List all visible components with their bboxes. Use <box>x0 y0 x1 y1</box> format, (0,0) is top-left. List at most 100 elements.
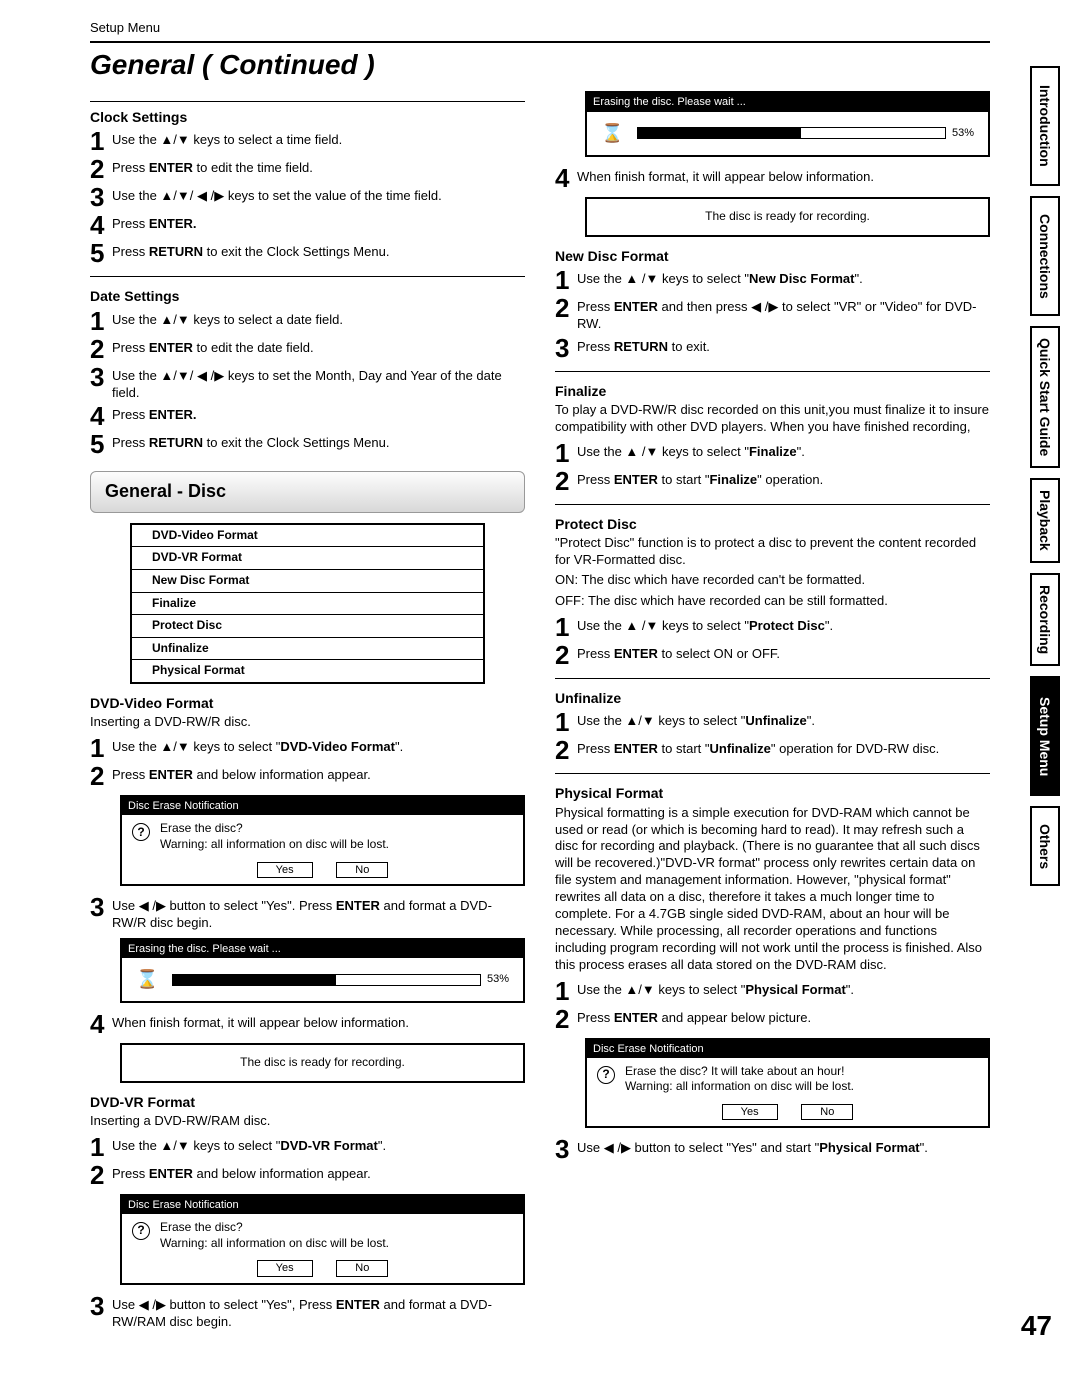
step-text: When finish format, it will appear below… <box>577 165 874 186</box>
step-text: Use the ▲/▼ keys to select a time field. <box>112 128 342 149</box>
protect-on: ON: The disc which have recorded can't b… <box>555 572 990 589</box>
step-number: 2 <box>90 1162 112 1188</box>
step-text: Press ENTER to start "Unfinalize" operat… <box>577 737 939 758</box>
step-text: Press RETURN to exit. <box>577 335 710 356</box>
step-number: 2 <box>90 763 112 789</box>
dialog-title: Erasing the disc. Please wait ... <box>122 940 523 958</box>
header-breadcrumb: Setup Menu <box>90 20 990 37</box>
step-text: Press ENTER and below information appear… <box>112 763 371 784</box>
step-text: Press RETURN to exit the Clock Settings … <box>112 431 389 452</box>
step-number: 4 <box>90 403 112 429</box>
menu-item[interactable]: Protect Disc <box>132 615 483 638</box>
step-text: Use the ▲/▼/ ◀ /▶ keys to set the value … <box>112 184 442 205</box>
step-text: Use ◀ /▶ button to select "Yes". Press E… <box>112 894 525 932</box>
step-number: 3 <box>90 1293 112 1319</box>
step-text: Use the ▲ /▼ keys to select "Finalize". <box>577 440 805 461</box>
physical-title: Physical Format <box>555 784 990 802</box>
side-tab-introduction[interactable]: Introduction <box>1030 66 1060 186</box>
protect-off: OFF: The disc which have recorded can be… <box>555 593 990 610</box>
date-settings-title: Date Settings <box>90 287 525 305</box>
dvdvr-title: DVD-VR Format <box>90 1093 525 1111</box>
menu-item[interactable]: Unfinalize <box>132 638 483 661</box>
yes-button[interactable]: Yes <box>257 862 313 878</box>
step-number: 1 <box>90 735 112 761</box>
step-number: 1 <box>555 440 577 466</box>
step-text: Press ENTER. <box>112 212 197 233</box>
step-number: 2 <box>555 1006 577 1032</box>
dvdvr-intro: Inserting a DVD-RW/RAM disc. <box>90 1113 525 1130</box>
yes-button[interactable]: Yes <box>722 1104 778 1120</box>
step-number: 2 <box>90 336 112 362</box>
step-text: Use the ▲/▼ keys to select "Physical For… <box>577 978 854 999</box>
dialog-title: Erasing the disc. Please wait ... <box>587 93 988 111</box>
step-text: Press ENTER to start "Finalize" operatio… <box>577 468 823 489</box>
step-text: Press RETURN to exit the Clock Settings … <box>112 240 389 261</box>
step-text: Press ENTER and then press ◀ /▶ to selec… <box>577 295 990 333</box>
step-number: 3 <box>90 364 112 390</box>
no-button[interactable]: No <box>336 1260 388 1276</box>
side-tab-connections[interactable]: Connections <box>1030 196 1060 316</box>
step-text: Press ENTER to edit the time field. <box>112 156 313 177</box>
general-disc-tab: General - Disc <box>90 471 525 512</box>
no-button[interactable]: No <box>801 1104 853 1120</box>
question-icon: ? <box>132 823 150 841</box>
side-tab-quick-start[interactable]: Quick Start Guide <box>1030 326 1060 468</box>
page-number: 47 <box>1021 1308 1052 1344</box>
side-tab-playback[interactable]: Playback <box>1030 478 1060 563</box>
progress-dialog: Erasing the disc. Please wait ... ⌛ 53% <box>120 938 525 1004</box>
dialog-text: Erase the disc? <box>160 1220 389 1236</box>
progress-percent: 53% <box>952 126 974 140</box>
step-text: Use the ▲ /▼ keys to select "Protect Dis… <box>577 614 833 635</box>
menu-item[interactable]: Finalize <box>132 593 483 616</box>
dialog-text: Erase the disc? It will take about an ho… <box>625 1064 854 1080</box>
clock-settings-title: Clock Settings <box>90 101 525 126</box>
protect-title: Protect Disc <box>555 515 990 533</box>
step-number: 1 <box>90 308 112 334</box>
step-number: 1 <box>90 1134 112 1160</box>
step-number: 3 <box>555 1136 577 1162</box>
step-text: Press ENTER. <box>112 403 197 424</box>
menu-item[interactable]: New Disc Format <box>132 570 483 593</box>
menu-item[interactable]: DVD-Video Format <box>132 525 483 548</box>
step-number: 2 <box>555 737 577 763</box>
step-number: 5 <box>90 431 112 457</box>
step-text: Press ENTER to select ON or OFF. <box>577 642 780 663</box>
step-number: 2 <box>555 295 577 321</box>
side-tab-recording[interactable]: Recording <box>1030 573 1060 666</box>
step-text: Use the ▲/▼ keys to select "DVD-VR Forma… <box>112 1134 386 1155</box>
step-number: 5 <box>90 240 112 266</box>
menu-item[interactable]: Physical Format <box>132 660 483 682</box>
no-button[interactable]: No <box>336 862 388 878</box>
step-number: 1 <box>555 267 577 293</box>
step-text: Press ENTER and appear below picture. <box>577 1006 811 1027</box>
menu-item[interactable]: DVD-VR Format <box>132 547 483 570</box>
step-number: 1 <box>90 128 112 154</box>
step-text: Use ◀ /▶ button to select "Yes", Press E… <box>112 1293 525 1331</box>
newdisc-title: New Disc Format <box>555 247 990 265</box>
dialog-title: Disc Erase Notification <box>122 1196 523 1214</box>
finalize-title: Finalize <box>555 382 990 400</box>
yes-button[interactable]: Yes <box>257 1260 313 1276</box>
dialog-title: Disc Erase Notification <box>122 797 523 815</box>
erase-dialog: Disc Erase Notification ? Erase the disc… <box>120 1194 525 1285</box>
step-number: 4 <box>90 1011 112 1037</box>
dvdvideo-title: DVD-Video Format <box>90 694 525 712</box>
progress-dialog: Erasing the disc. Please wait ... ⌛ 53% <box>585 91 990 157</box>
dialog-title: Disc Erase Notification <box>587 1040 988 1058</box>
page-title: General ( Continued ) <box>90 47 990 83</box>
step-text: Press ENTER and below information appear… <box>112 1162 371 1183</box>
dialog-text: Warning: all information on disc will be… <box>160 1236 389 1252</box>
side-tab-setup-menu[interactable]: Setup Menu <box>1030 676 1060 796</box>
step-number: 4 <box>90 212 112 238</box>
step-text: Use the ▲/▼ keys to select "DVD-Video Fo… <box>112 735 403 756</box>
step-text: Use the ▲ /▼ keys to select "New Disc Fo… <box>577 267 863 288</box>
step-text: Use the ▲/▼ keys to select "Unfinalize". <box>577 709 815 730</box>
step-number: 2 <box>555 468 577 494</box>
step-number: 3 <box>90 184 112 210</box>
physical-intro: Physical formatting is a simple executio… <box>555 805 990 974</box>
side-tab-others[interactable]: Others <box>1030 806 1060 886</box>
step-number: 3 <box>555 335 577 361</box>
side-tabs: Introduction Connections Quick Start Gui… <box>1030 66 1060 886</box>
step-text: Press ENTER to edit the date field. <box>112 336 314 357</box>
step-number: 4 <box>555 165 577 191</box>
